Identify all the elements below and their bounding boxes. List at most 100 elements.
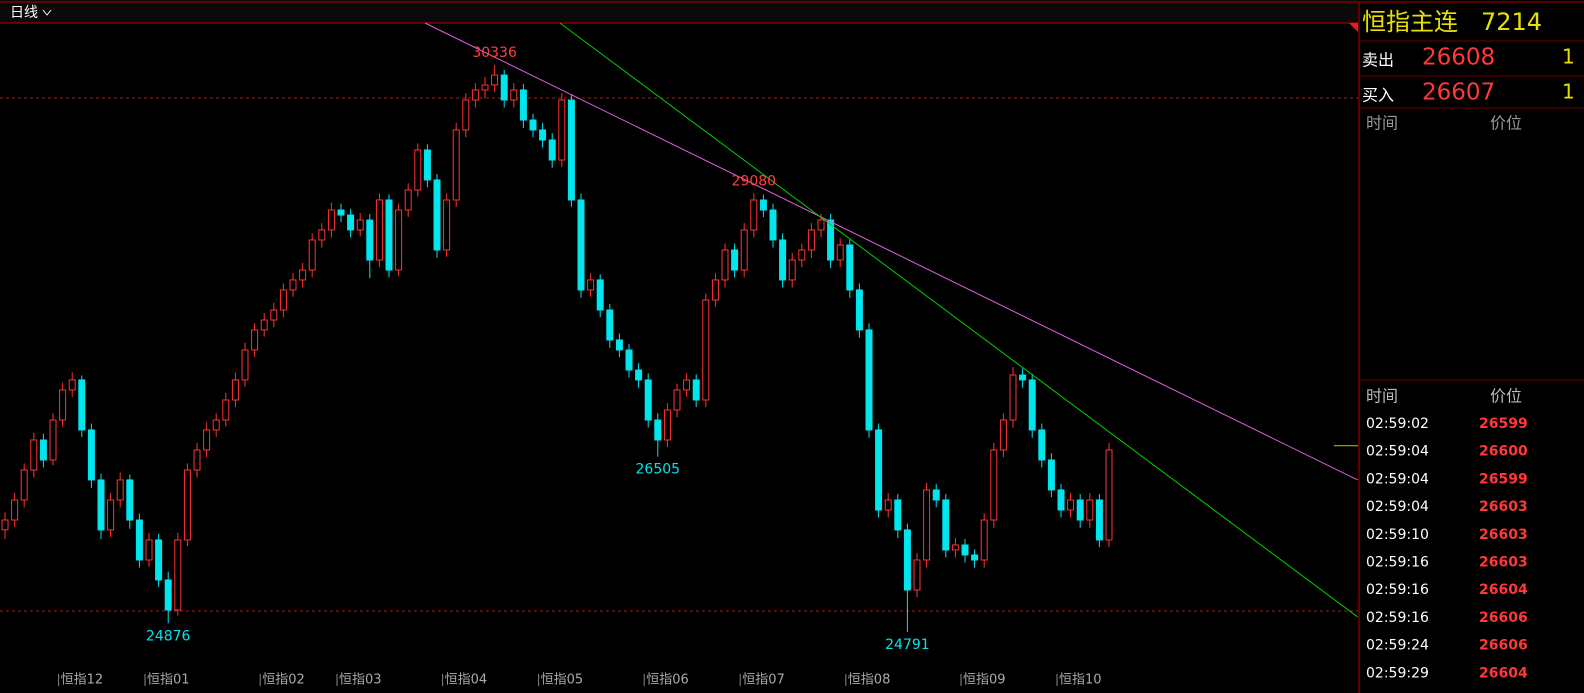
candle-body [183,469,191,541]
candle-body [308,239,316,271]
candle-body [635,369,643,381]
candle-body [87,429,95,481]
bid-label: 买入 [1362,86,1394,105]
candle-body [596,279,604,311]
candle-body [980,519,988,561]
candle-body [1028,379,1036,431]
candle-body [673,389,681,411]
trade-time: 02:59:16 [1366,610,1429,626]
candle-body [59,389,67,421]
candle-body [145,539,153,561]
candle-body [318,229,326,241]
column-header: 价位 [1490,387,1522,406]
period-selector[interactable]: 日线 [10,5,38,21]
trade-price: 26599 [1479,416,1528,432]
candle-body [20,469,28,501]
candle-body [491,74,499,86]
column-header: 时间 [1366,387,1398,406]
candle-body [1009,374,1017,421]
candle-body [500,74,508,101]
trade-price: 26603 [1479,527,1528,543]
ask-label: 卖出 [1362,51,1394,70]
candle-body [222,399,230,421]
candle-body [683,379,691,391]
candle-body [606,309,614,341]
candle-body [779,239,787,281]
candle-body [817,219,825,231]
dropdown-chevron[interactable] [42,9,52,16]
trade-price: 26604 [1479,582,1528,598]
trade-time: 02:59:04 [1366,499,1429,515]
extreme-label: 26505 [636,462,681,478]
trendline [559,22,1358,618]
candle-body [1067,499,1075,511]
candle-body [452,129,460,201]
trade-price: 26599 [1479,471,1528,487]
candle-body [875,429,883,511]
x-tick-label: 恒指08 [848,673,891,688]
candle-body [654,419,662,441]
candle-body [558,99,566,161]
candle-body [692,379,700,401]
candle-body [203,429,211,451]
candle-body [11,499,19,521]
candle-body [241,349,249,381]
trade-time: 02:59:24 [1366,638,1429,654]
trade-time: 02:59:04 [1366,471,1429,487]
candle-body [279,289,287,311]
candle-body [1076,499,1084,521]
candle-body [971,554,979,561]
candle-body [49,419,57,461]
bid-qty: 1 [1562,80,1575,104]
extreme-label: 24876 [146,628,191,644]
trade-price: 26606 [1479,610,1528,626]
candle-body [414,149,422,191]
trade-time: 02:59:02 [1366,416,1429,432]
candle-body [1095,499,1103,541]
x-tick-label: 恒指05 [541,673,584,688]
candle-body [865,329,873,431]
extreme-label: 24791 [885,637,930,653]
x-tick-label: 恒指12 [61,673,104,688]
candle-body [260,319,268,331]
candle-body [836,244,844,261]
x-tick-label: 恒指06 [646,673,689,688]
candle-body [894,499,902,531]
candle-body [126,479,134,521]
x-tick-label: 恒指04 [445,673,488,688]
candle-body [423,149,431,181]
x-tick-label: 恒指02 [262,673,305,688]
trade-time: 02:59:16 [1366,582,1429,598]
candle-body [750,199,758,231]
instrument-code: 7214 [1481,8,1542,36]
trade-time: 02:59:10 [1366,527,1429,543]
candle-body [347,214,355,231]
candle-body [1,519,9,531]
ask-price: 26608 [1422,45,1495,71]
candle-body [30,439,38,471]
candle-body [932,489,940,501]
candle-body [395,209,403,271]
candle-body [788,259,796,281]
trade-time: 02:59:04 [1366,444,1429,460]
candle-body [807,229,815,251]
candle-body [519,89,527,121]
candle-body [721,249,729,281]
candle-body [510,89,518,101]
bid-price: 26607 [1422,80,1495,106]
x-tick-label: 恒指01 [147,673,190,688]
candle-body [567,99,575,201]
x-tick-label: 恒指10 [1059,673,1102,688]
candle-body [827,219,835,261]
x-tick-label: 恒指03 [339,673,382,688]
candle-body [1057,489,1065,511]
candle-body [846,244,854,291]
x-tick-label: 恒指09 [963,673,1006,688]
extreme-label: 29080 [732,173,777,189]
candle-body [913,559,921,591]
candle-body [625,349,633,371]
trade-price: 26606 [1479,638,1528,654]
extreme-label: 30336 [472,45,517,61]
candle-body [68,379,76,391]
